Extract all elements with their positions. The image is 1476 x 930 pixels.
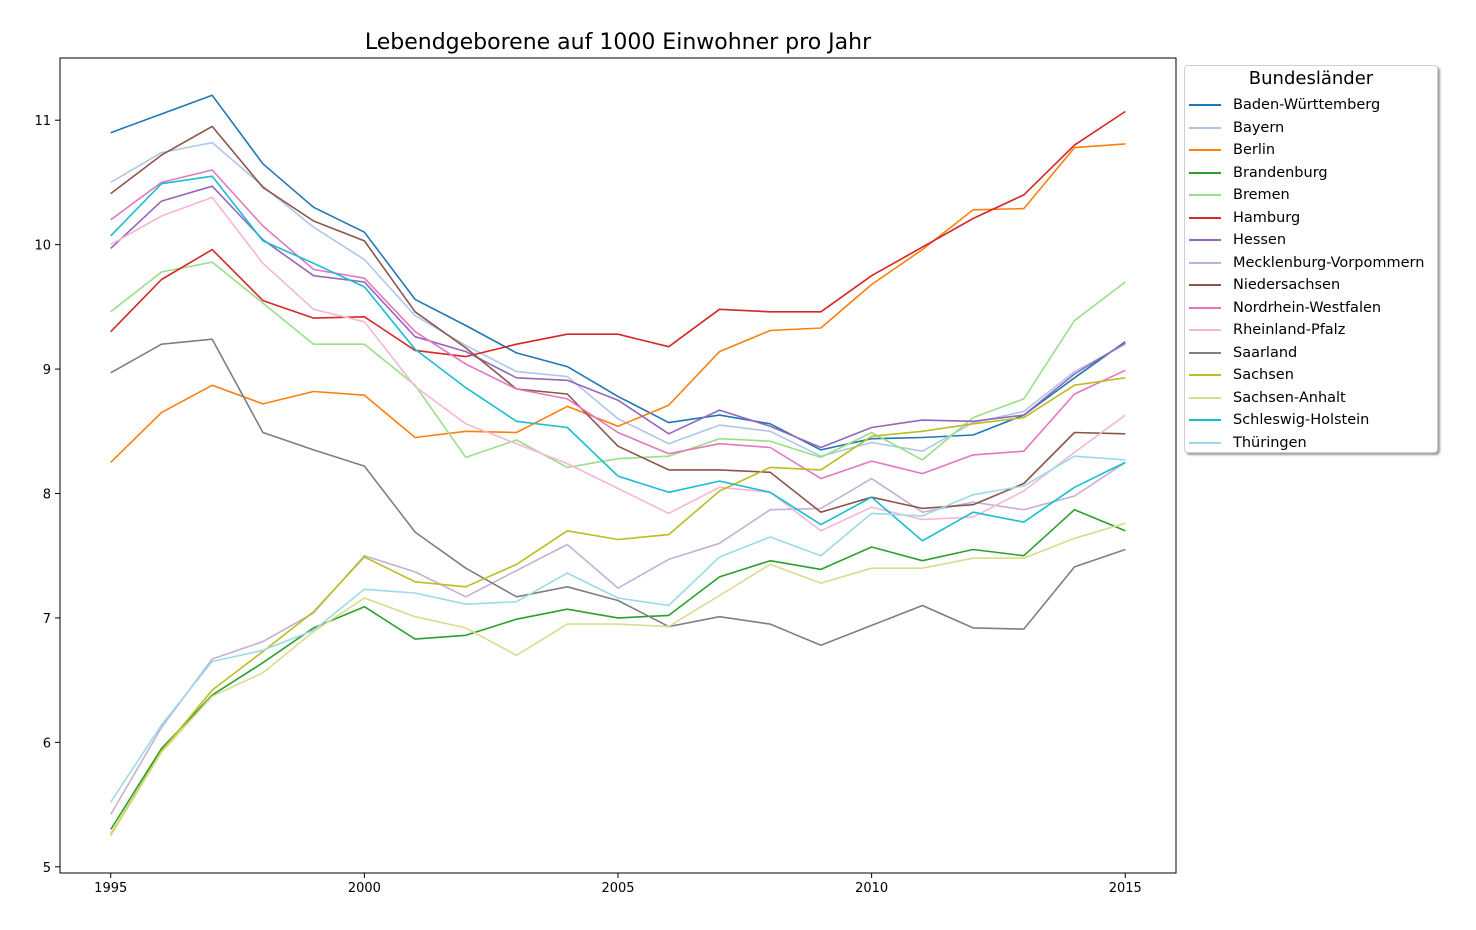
legend-item: Nordrhein-Westfalen	[1185, 297, 1437, 320]
legend-label: Sachsen	[1233, 367, 1294, 384]
legend-items: Baden-Württemberg Bayern Berlin Brandenburg…	[1185, 94, 1437, 454]
legend-label: Bayern	[1233, 119, 1285, 136]
series-line-7	[110, 461, 1126, 815]
legend-title: Bundesländer	[1248, 68, 1374, 89]
legend-item: Saarland	[1185, 342, 1437, 365]
y-tick-label: 8	[43, 487, 51, 502]
chart-title: Lebendgeborene auf 1000 Einwohner pro Ja…	[364, 30, 872, 55]
legend-item: Rheinland-Pfalz	[1185, 319, 1437, 342]
legend-swatch	[1189, 374, 1221, 377]
legend-item: Sachsen-Anhalt	[1185, 387, 1437, 410]
x-tick-label: 2010	[855, 881, 888, 896]
legend-swatch	[1189, 194, 1221, 197]
legend-label: Hessen	[1233, 232, 1287, 249]
legend-label: Rheinland-Pfalz	[1233, 322, 1346, 339]
legend-item: Schleswig-Holstein	[1185, 409, 1437, 432]
series-line-3	[110, 508, 1126, 830]
legend-item: Baden-Württemberg	[1185, 94, 1437, 117]
legend-item: Thüringen	[1185, 432, 1437, 455]
y-tick-label: 6	[43, 736, 51, 751]
x-tick-label: 1995	[94, 881, 127, 896]
legend-swatch	[1189, 216, 1221, 219]
series-line-13	[110, 522, 1126, 837]
y-axis: 5 6 7 8 9 10 11	[34, 114, 60, 876]
plot-frame	[59, 57, 1177, 874]
legend-label: Baden-Württemberg	[1233, 97, 1381, 114]
legend-swatch	[1189, 239, 1221, 242]
legend-item: Berlin	[1185, 139, 1437, 162]
legend-label: Berlin	[1233, 142, 1276, 159]
legend-swatch	[1189, 396, 1221, 399]
y-tick-label: 5	[43, 861, 51, 876]
legend-label: Schleswig-Holstein	[1233, 412, 1370, 429]
legend-swatch	[1189, 284, 1221, 287]
series-lines	[110, 94, 1126, 837]
legend-swatch	[1189, 441, 1221, 444]
x-tick-label: 2015	[1109, 881, 1142, 896]
legend-item: Hamburg	[1185, 207, 1437, 230]
series-line-8	[110, 125, 1126, 514]
legend-swatch	[1189, 126, 1221, 129]
y-tick-label: 11	[34, 114, 51, 129]
legend-swatch	[1189, 149, 1221, 152]
series-line-5	[110, 110, 1126, 358]
legend-item: Hessen	[1185, 229, 1437, 252]
y-tick-label: 9	[43, 363, 51, 378]
legend-swatch	[1189, 261, 1221, 264]
series-line-6	[110, 185, 1126, 449]
legend-swatch	[1189, 351, 1221, 354]
legend-swatch	[1189, 104, 1221, 107]
legend-item: Niedersachsen	[1185, 274, 1437, 297]
series-line-14	[110, 175, 1126, 542]
x-tick-label: 2000	[348, 881, 381, 896]
legend-label: Niedersachsen	[1233, 277, 1341, 294]
series-line-12	[110, 377, 1126, 835]
x-axis: 1995 2000 2005 2010 2015	[94, 873, 1142, 896]
legend-item: Sachsen	[1185, 364, 1437, 387]
x-tick-label: 2005	[601, 881, 634, 896]
legend-item: Mecklenburg-Vorpommern	[1185, 252, 1437, 275]
legend: Bundesländer Baden-Württemberg Bayern Berl…	[1184, 65, 1438, 453]
legend-swatch	[1189, 306, 1221, 309]
legend-label: Hamburg	[1233, 209, 1301, 226]
legend-swatch	[1189, 329, 1221, 332]
y-tick-label: 10	[34, 239, 51, 254]
legend-swatch	[1189, 419, 1221, 422]
legend-label: Sachsen-Anhalt	[1233, 389, 1346, 406]
series-line-9	[110, 169, 1126, 480]
legend-swatch	[1189, 171, 1221, 174]
legend-label: Brandenburg	[1233, 164, 1328, 181]
legend-item: Brandenburg	[1185, 162, 1437, 185]
series-line-11	[110, 338, 1126, 647]
series-line-2	[110, 143, 1126, 463]
legend-item: Bremen	[1185, 184, 1437, 207]
legend-label: Saarland	[1233, 344, 1298, 361]
series-line-15	[110, 455, 1126, 803]
legend-label: Bremen	[1233, 187, 1290, 204]
legend-item: Bayern	[1185, 117, 1437, 140]
y-tick-label: 7	[43, 612, 51, 627]
series-line-1	[110, 141, 1126, 458]
legend-label: Mecklenburg-Vorpommern	[1233, 254, 1425, 271]
legend-label: Thüringen	[1233, 434, 1307, 451]
legend-label: Nordrhein-Westfalen	[1233, 299, 1382, 316]
series-line-4	[110, 261, 1126, 469]
series-line-0	[110, 94, 1126, 451]
series-line-10	[110, 196, 1126, 532]
